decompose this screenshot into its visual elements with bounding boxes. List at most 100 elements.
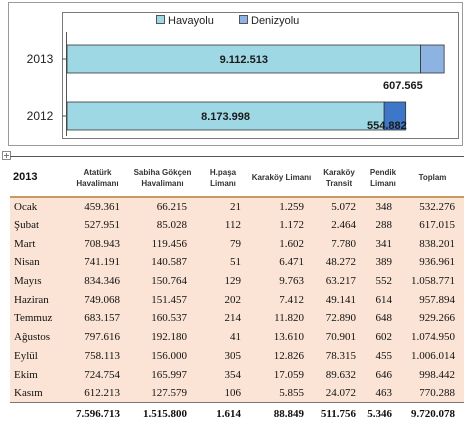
year-header: 2013 bbox=[13, 171, 38, 183]
value-cell: 70.901 bbox=[313, 327, 365, 347]
table-row: Ekim 724.754 165.997 354 17.059 89.632 646 998.… bbox=[10, 365, 464, 384]
total-cell: 7.596.713 bbox=[66, 402, 129, 426]
value-cell: 2.464 bbox=[313, 215, 365, 235]
value-cell: 214 bbox=[196, 309, 250, 328]
value-cell: 112 bbox=[196, 215, 250, 235]
value-cell: 602 bbox=[365, 327, 401, 347]
monthly-passenger-table: 2013 Atatürk Havalimanı Sabiha Gökçen Hava… bbox=[10, 159, 464, 426]
value-cell: 156.000 bbox=[129, 346, 196, 366]
value-cell: 797.616 bbox=[66, 327, 129, 347]
value-cell: 749.068 bbox=[66, 290, 129, 310]
value-cell: 305 bbox=[196, 346, 250, 366]
value-cell: 463 bbox=[365, 383, 401, 403]
month-cell: Eylül bbox=[10, 346, 66, 366]
value-cell: 527.951 bbox=[66, 215, 129, 235]
value-cell: 741.191 bbox=[66, 253, 129, 272]
value-cell: 12.826 bbox=[250, 346, 313, 366]
value-cell: 106 bbox=[196, 383, 250, 403]
value-cell: 354 bbox=[196, 365, 250, 384]
value-cell: 612.213 bbox=[66, 383, 129, 403]
table-row: Eylül 758.113 156.000 305 12.826 78.315 455 1.0… bbox=[10, 346, 464, 366]
value-cell: 51 bbox=[196, 253, 250, 272]
bar-havayolu-2012 bbox=[66, 101, 385, 131]
value-cell: 66.215 bbox=[129, 197, 196, 216]
value-cell: 1.074.950 bbox=[401, 327, 464, 347]
value-cell: 72.890 bbox=[313, 309, 365, 328]
month-cell: Şubat bbox=[10, 215, 66, 235]
value-cell: 646 bbox=[365, 365, 401, 384]
column-header: Atatürk Havalimanı bbox=[76, 167, 119, 188]
value-cell: 7.412 bbox=[250, 290, 313, 310]
table-row: Ağustos 797.616 192.180 41 13.610 70.901 602 1.… bbox=[10, 327, 464, 347]
column-header: Karaköy Transit bbox=[323, 167, 355, 188]
chart-svg: Havayolu Denizyolu 2013 9.112.513 607.565 201… bbox=[8, 2, 463, 146]
bar-havayolu-2013 bbox=[66, 44, 421, 74]
value-cell: 998.442 bbox=[401, 365, 464, 384]
value-cell: 834.346 bbox=[66, 271, 129, 291]
month-cell: Haziran bbox=[10, 290, 66, 310]
table-row: Mayıs 834.346 150.764 129 9.763 63.217 552 1.05… bbox=[10, 271, 464, 291]
value-cell: 1.058.771 bbox=[401, 271, 464, 291]
table-row: Kasım 612.213 127.579 106 5.855 24.072 463 770.… bbox=[10, 383, 464, 403]
value-cell: 160.537 bbox=[129, 309, 196, 328]
value-cell: 1.172 bbox=[250, 215, 313, 235]
table-row: Mart 708.943 119.456 79 1.602 7.780 341 838.201 bbox=[10, 234, 464, 254]
table-row: Nisan 741.191 140.587 51 6.471 48.272 389 936.9… bbox=[10, 253, 464, 272]
value-cell: 89.632 bbox=[313, 365, 365, 384]
value-cell: 288 bbox=[365, 215, 401, 235]
table-total-row: 7.596.713 1.515.800 1.614 88.849 511.756 5.34… bbox=[10, 402, 464, 426]
legend-label-havayolu: Havayolu bbox=[168, 15, 214, 27]
value-cell: 48.272 bbox=[313, 253, 365, 272]
value-cell: 929.266 bbox=[401, 309, 464, 328]
value-cell: 683.157 bbox=[66, 309, 129, 328]
month-cell: Kasım bbox=[10, 383, 66, 403]
total-cell: 1.614 bbox=[196, 402, 250, 426]
column-header: H.paşa Limanı bbox=[209, 167, 237, 188]
value-cell: 140.587 bbox=[129, 253, 196, 272]
total-cell: 88.849 bbox=[250, 402, 313, 426]
value-cell: 24.072 bbox=[313, 383, 365, 403]
bar-denizyolu-2012 bbox=[383, 101, 407, 131]
value-cell: 41 bbox=[196, 327, 250, 347]
total-cell: 1.515.800 bbox=[129, 402, 196, 426]
value-cell: 5.855 bbox=[250, 383, 313, 403]
total-cell: 9.720.078 bbox=[401, 402, 464, 426]
data-label-denizyolu: 607.565 bbox=[383, 80, 423, 92]
value-cell: 348 bbox=[365, 197, 401, 216]
value-cell: 150.764 bbox=[129, 271, 196, 291]
value-cell: 552 bbox=[365, 271, 401, 291]
month-cell: Mart bbox=[10, 234, 66, 254]
value-cell: 21 bbox=[196, 197, 250, 216]
value-cell: 648 bbox=[365, 309, 401, 328]
month-cell: Nisan bbox=[10, 253, 66, 272]
value-cell: 63.217 bbox=[313, 271, 365, 291]
data-label-denizyolu: 554.882 bbox=[367, 120, 407, 132]
bar-denizyolu-2013 bbox=[420, 44, 445, 74]
value-cell: 5.072 bbox=[313, 197, 365, 216]
table-row: Şubat 527.951 85.028 112 1.172 2.464 288 617.01… bbox=[10, 215, 464, 235]
legend-swatch-havayolu bbox=[156, 15, 165, 24]
total-label-cell bbox=[10, 402, 66, 426]
column-header: Toplam bbox=[418, 173, 447, 182]
value-cell: 341 bbox=[365, 234, 401, 254]
table-row: Haziran 749.068 151.457 202 7.412 49.141 614 95… bbox=[10, 290, 464, 310]
value-cell: 838.201 bbox=[401, 234, 464, 254]
value-cell: 7.780 bbox=[313, 234, 365, 254]
column-header: Karaköy Limanı bbox=[251, 173, 312, 182]
month-cell: Ekim bbox=[10, 365, 66, 384]
table-body: Ocak 459.361 66.215 21 1.259 5.072 348 532.276 Ş… bbox=[10, 197, 464, 403]
expand-icon[interactable] bbox=[2, 151, 11, 160]
value-cell: 202 bbox=[196, 290, 250, 310]
value-cell: 1.006.014 bbox=[401, 346, 464, 366]
legend-label-denizyolu: Denizyolu bbox=[251, 15, 299, 27]
value-cell: 9.763 bbox=[250, 271, 313, 291]
value-cell: 770.288 bbox=[401, 383, 464, 403]
value-cell: 11.820 bbox=[250, 309, 313, 328]
value-cell: 192.180 bbox=[129, 327, 196, 347]
value-cell: 459.361 bbox=[66, 197, 129, 216]
value-cell: 614 bbox=[365, 290, 401, 310]
value-cell: 617.015 bbox=[401, 215, 464, 235]
value-cell: 1.259 bbox=[250, 197, 313, 216]
total-cell: 511.756 bbox=[313, 402, 365, 426]
value-cell: 724.754 bbox=[66, 365, 129, 384]
